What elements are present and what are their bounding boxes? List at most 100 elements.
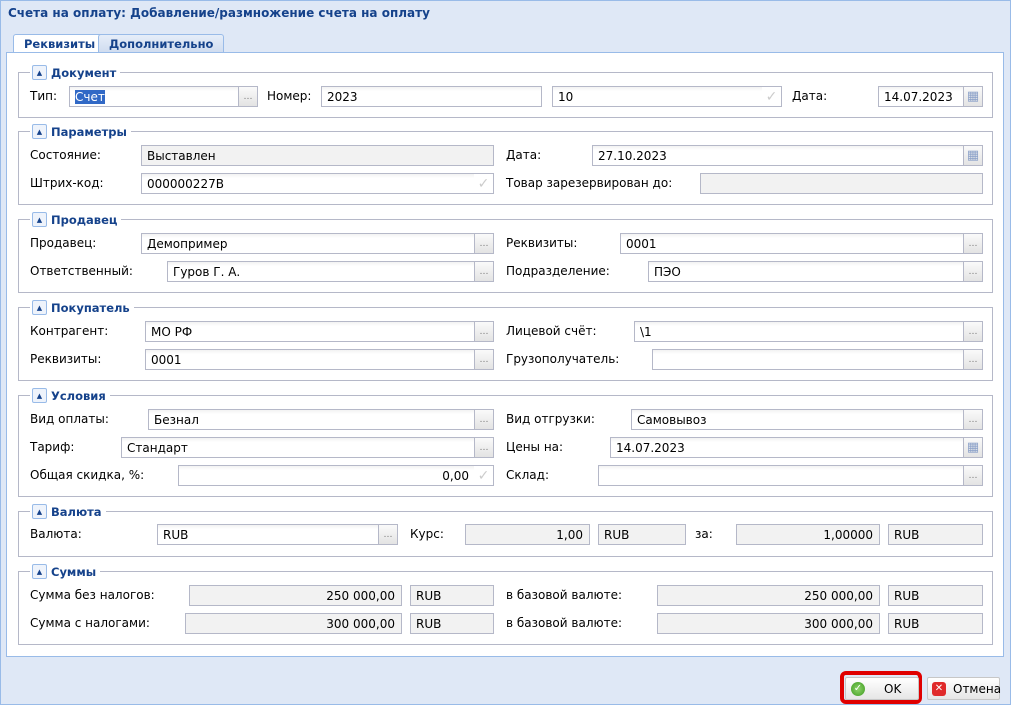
- terms-ship-value-field[interactable]: Самовывоз…: [631, 409, 983, 430]
- terms-ship-label: Вид отгрузки:: [506, 412, 595, 426]
- field-value: 1,00: [556, 528, 583, 542]
- collapse-icon[interactable]: ▲: [32, 300, 47, 315]
- terms-pay-label: Вид оплаты:: [30, 412, 109, 426]
- ellipsis-icon[interactable]: …: [963, 350, 982, 369]
- collapse-icon[interactable]: ▲: [32, 65, 47, 80]
- ellipsis-icon[interactable]: …: [474, 350, 493, 369]
- document-suffix-value-field[interactable]: 10 ✓: [552, 86, 782, 107]
- terms-wh-value-field[interactable]: …: [598, 465, 983, 486]
- sums-legend: ▲ Суммы: [30, 564, 101, 579]
- ellipsis-icon[interactable]: …: [474, 438, 493, 457]
- calendar-icon[interactable]: ▦: [963, 87, 982, 106]
- field-value: 0001: [151, 353, 182, 367]
- ellipsis-icon[interactable]: …: [963, 322, 982, 341]
- field-value: Гуров Г. А.: [173, 265, 241, 279]
- document-type-value-field[interactable]: Счет …: [69, 86, 258, 107]
- buyer-acc-value-field[interactable]: \1 …: [634, 321, 983, 342]
- collapse-icon[interactable]: ▲: [32, 564, 47, 579]
- buyer-req-value-field[interactable]: 0001 …: [145, 349, 494, 370]
- terms-pay-value-field[interactable]: Безнал…: [148, 409, 494, 430]
- document-number-value-field[interactable]: 2023: [321, 86, 542, 107]
- sums-base2-value-field: 300 000,00: [657, 613, 880, 634]
- tab-requisites[interactable]: Реквизиты: [13, 34, 107, 54]
- params-date-value-field[interactable]: 27.10.2023 ▦: [592, 145, 983, 166]
- calendar-icon[interactable]: ▦: [963, 146, 982, 165]
- terms-legend: ▲ Условия: [30, 388, 110, 403]
- terms-prices-value-field[interactable]: 14.07.2023 ▦: [610, 437, 983, 458]
- currency-cur-value-field[interactable]: RUB …: [157, 524, 398, 545]
- tab-strip-line: [6, 52, 1004, 53]
- buyer-contr-value-field[interactable]: МО РФ …: [145, 321, 494, 342]
- seller-dept-value-field[interactable]: ПЭО…: [648, 261, 983, 282]
- field-value: МО РФ: [151, 325, 193, 339]
- ellipsis-icon[interactable]: …: [474, 410, 493, 429]
- document-legend: ▲ Документ: [30, 65, 121, 80]
- section-title: Параметры: [51, 124, 127, 139]
- seller-resp-label: Ответственный:: [30, 264, 133, 278]
- collapse-icon[interactable]: ▲: [32, 124, 47, 139]
- checkmark-icon[interactable]: ✓: [474, 174, 493, 193]
- currency-rate-value-field: 1,00: [465, 524, 590, 545]
- field-value: RUB: [163, 528, 189, 542]
- terms-fieldset: [18, 395, 993, 497]
- ok-button[interactable]: ✓ OK: [845, 677, 919, 700]
- ellipsis-icon[interactable]: …: [474, 262, 493, 281]
- seller-req-value-field[interactable]: 0001…: [620, 233, 983, 254]
- section-title: Суммы: [51, 564, 97, 579]
- sums-gross-label: Сумма с налогами:: [30, 616, 150, 630]
- terms-tariff-value-field[interactable]: Стандарт…: [121, 437, 494, 458]
- ok-label: OK: [884, 682, 902, 696]
- currency-per-label: за:: [695, 527, 713, 541]
- field-value: Счет: [75, 90, 105, 104]
- ellipsis-icon[interactable]: …: [238, 87, 257, 106]
- seller-seller-value-field[interactable]: Демопример…: [141, 233, 494, 254]
- ellipsis-icon[interactable]: …: [963, 410, 982, 429]
- cancel-label: Отмена: [953, 682, 1002, 696]
- field-value: RUB: [416, 589, 442, 603]
- sums-base1-cur-field: RUB: [888, 585, 983, 606]
- buyer-acc-label: Лицевой счёт:: [506, 324, 597, 338]
- ellipsis-icon[interactable]: …: [963, 262, 982, 281]
- ellipsis-icon[interactable]: …: [474, 322, 493, 341]
- ellipsis-icon[interactable]: …: [963, 466, 982, 485]
- tab-additional[interactable]: Дополнительно: [98, 34, 225, 53]
- params-reserved-value-field: [700, 173, 983, 194]
- checkmark-icon[interactable]: ✓: [762, 87, 781, 106]
- terms-disc-value-field[interactable]: 0,00 ✓: [178, 465, 494, 486]
- section-title: Продавец: [51, 212, 118, 227]
- terms-disc-label: Общая скидка, %:: [30, 468, 145, 482]
- sums-gross-value-field: 300 000,00: [185, 613, 402, 634]
- params-date-label: Дата:: [506, 148, 542, 162]
- field-value: 250 000,00: [326, 589, 395, 603]
- buyer-contr-label: Контрагент:: [30, 324, 109, 338]
- field-value: 10: [558, 90, 574, 104]
- params-legend: ▲ Параметры: [30, 124, 131, 139]
- buyer-cons-label: Грузополучатель:: [506, 352, 620, 366]
- ellipsis-icon[interactable]: …: [378, 525, 397, 544]
- field-value: 1,00000: [823, 528, 873, 542]
- seller-legend: ▲ Продавец: [30, 212, 122, 227]
- field-value: 14.07.2023: [884, 90, 953, 104]
- highlight-box: [840, 671, 922, 704]
- sums-base2-cur-field: RUB: [888, 613, 983, 634]
- cancel-button[interactable]: ✕ Отмена: [927, 677, 1002, 700]
- calendar-icon[interactable]: ▦: [963, 438, 982, 457]
- collapse-icon[interactable]: ▲: [32, 388, 47, 403]
- seller-resp-value-field[interactable]: Гуров Г. А. …: [167, 261, 494, 282]
- field-value: 0,00: [442, 469, 469, 483]
- buyer-cons-value-field[interactable]: …: [652, 349, 983, 370]
- ellipsis-icon[interactable]: …: [963, 234, 982, 253]
- checkmark-icon[interactable]: ✓: [474, 466, 493, 485]
- sums-base2-label: в базовой валюте:: [506, 616, 623, 630]
- currency-rate-cur-field: RUB: [598, 524, 686, 545]
- field-value: \1: [640, 325, 652, 339]
- field-value: RUB: [416, 617, 442, 631]
- terms-tariff-label: Тариф:: [30, 440, 75, 454]
- collapse-icon[interactable]: ▲: [32, 212, 47, 227]
- ellipsis-icon[interactable]: …: [474, 234, 493, 253]
- params-state-label: Состояние:: [30, 148, 101, 162]
- sums-net-value-field: 250 000,00: [189, 585, 402, 606]
- document-date-value-field[interactable]: 14.07.2023 ▦: [878, 86, 983, 107]
- collapse-icon[interactable]: ▲: [32, 504, 47, 519]
- params-barcode-value-field[interactable]: 000000227В ✓: [141, 173, 494, 194]
